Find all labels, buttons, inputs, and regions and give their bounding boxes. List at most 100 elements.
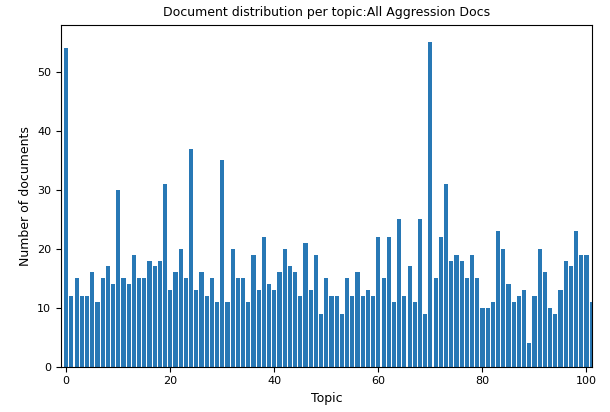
Bar xyxy=(533,296,537,367)
Bar xyxy=(194,290,198,367)
Bar xyxy=(418,219,422,367)
Bar xyxy=(64,48,68,367)
Bar xyxy=(407,267,412,367)
Bar xyxy=(293,272,297,367)
Bar xyxy=(95,302,99,367)
Bar xyxy=(361,296,365,367)
Bar xyxy=(454,255,459,367)
Bar xyxy=(434,278,438,367)
Bar xyxy=(137,278,141,367)
Bar xyxy=(74,278,79,367)
Bar xyxy=(121,278,126,367)
Bar xyxy=(148,260,151,367)
Bar xyxy=(491,302,495,367)
Bar xyxy=(423,314,427,367)
Bar xyxy=(553,314,558,367)
Bar xyxy=(204,296,209,367)
Bar xyxy=(527,343,531,367)
Bar xyxy=(231,249,235,367)
Bar xyxy=(246,302,250,367)
Y-axis label: Number of documents: Number of documents xyxy=(18,126,32,266)
Bar xyxy=(189,149,193,367)
Bar xyxy=(215,302,219,367)
Bar xyxy=(439,237,443,367)
Bar xyxy=(584,255,589,367)
Bar xyxy=(80,296,84,367)
Bar xyxy=(350,296,354,367)
Bar xyxy=(288,267,292,367)
Bar xyxy=(517,296,521,367)
Bar xyxy=(496,231,500,367)
Bar xyxy=(309,290,313,367)
Bar xyxy=(428,42,432,367)
Bar xyxy=(158,260,162,367)
Bar xyxy=(325,278,328,367)
Bar xyxy=(470,255,474,367)
Bar xyxy=(101,278,105,367)
Bar xyxy=(580,255,583,367)
Bar xyxy=(548,308,552,367)
Bar xyxy=(184,278,188,367)
Bar xyxy=(543,272,547,367)
Bar xyxy=(303,243,307,367)
Bar xyxy=(564,260,568,367)
Bar xyxy=(480,308,484,367)
Bar xyxy=(522,290,526,367)
Bar xyxy=(85,296,89,367)
Bar xyxy=(199,272,204,367)
Bar xyxy=(116,190,120,367)
Bar xyxy=(387,237,391,367)
Bar xyxy=(257,290,261,367)
Bar xyxy=(70,296,73,367)
Bar xyxy=(392,302,396,367)
Bar xyxy=(319,314,323,367)
Bar xyxy=(356,272,360,367)
Bar xyxy=(558,290,562,367)
Bar xyxy=(282,249,287,367)
Bar xyxy=(220,160,224,367)
Bar xyxy=(111,284,115,367)
Bar xyxy=(465,278,469,367)
Bar xyxy=(272,290,276,367)
Bar xyxy=(241,278,245,367)
Bar xyxy=(569,267,573,367)
Bar xyxy=(236,278,240,367)
Bar xyxy=(381,278,386,367)
Bar xyxy=(142,278,146,367)
Title: Document distribution per topic:All Aggression Docs: Document distribution per topic:All Aggr… xyxy=(163,7,490,19)
Bar xyxy=(444,184,448,367)
Bar xyxy=(226,302,229,367)
Bar xyxy=(486,308,490,367)
Bar xyxy=(340,314,344,367)
Bar xyxy=(574,231,578,367)
Bar xyxy=(267,284,271,367)
Bar xyxy=(329,296,334,367)
Bar xyxy=(397,219,401,367)
Bar xyxy=(168,290,173,367)
Bar xyxy=(376,237,381,367)
Bar xyxy=(512,302,515,367)
Bar xyxy=(449,260,453,367)
Bar xyxy=(345,278,350,367)
Bar xyxy=(459,260,464,367)
Bar xyxy=(501,249,505,367)
X-axis label: Topic: Topic xyxy=(310,392,342,405)
Bar xyxy=(179,249,183,367)
Bar xyxy=(403,296,406,367)
Bar xyxy=(366,290,370,367)
Bar xyxy=(590,302,594,367)
Bar xyxy=(163,184,167,367)
Bar xyxy=(506,284,511,367)
Bar xyxy=(537,249,542,367)
Bar xyxy=(371,296,375,367)
Bar xyxy=(210,278,214,367)
Bar xyxy=(173,272,178,367)
Bar xyxy=(106,267,110,367)
Bar xyxy=(126,284,131,367)
Bar xyxy=(251,255,256,367)
Bar xyxy=(314,255,318,367)
Bar xyxy=(475,278,479,367)
Bar xyxy=(90,272,95,367)
Bar xyxy=(132,255,136,367)
Bar xyxy=(413,302,417,367)
